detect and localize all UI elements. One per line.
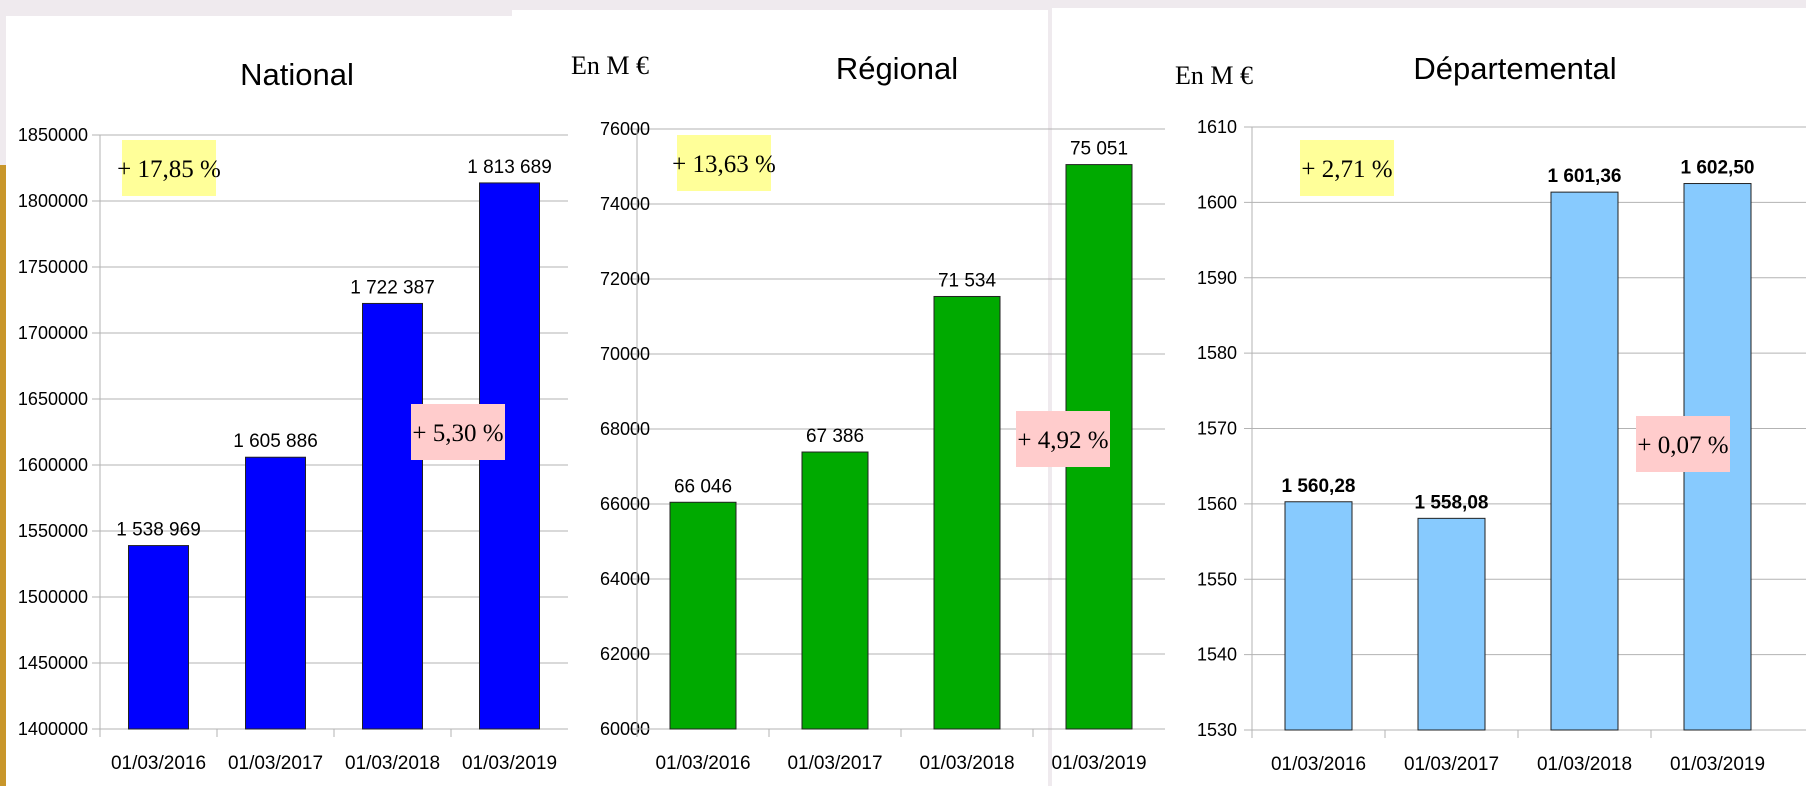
y-tick-label-regional: 64000 [600, 569, 650, 589]
x-tick-label-national: 01/03/2019 [462, 753, 557, 774]
data-label-regional: 67 386 [806, 426, 864, 447]
y-tick-label-national: 1450000 [18, 653, 88, 673]
data-label-departemental: 1 558,08 [1415, 492, 1489, 513]
y-tick-label-departemental: 1570 [1197, 419, 1237, 439]
annotation-text-departemental: + 0,07 % [1637, 432, 1728, 459]
annotation-box-national [411, 404, 505, 460]
x-tick-label-departemental: 01/03/2016 [1271, 754, 1366, 775]
data-label-regional: 66 046 [674, 476, 732, 497]
bar-departemental [1284, 501, 1353, 731]
y-tick-label-regional: 62000 [600, 644, 650, 664]
annotation-box-regional [1016, 411, 1110, 467]
y-tick-label-departemental: 1600 [1197, 192, 1237, 212]
bar-national [362, 302, 423, 730]
annotation-box-national [122, 140, 216, 196]
x-tick-label-national: 01/03/2018 [345, 753, 440, 774]
bar-regional [801, 451, 869, 730]
y-tick-label-national: 1750000 [18, 257, 88, 277]
unit-label-regional: En M € [571, 51, 649, 80]
x-tick-label-regional: 01/03/2016 [655, 753, 750, 774]
y-tick-label-national: 1400000 [18, 719, 88, 739]
y-tick-label-departemental: 1590 [1197, 268, 1237, 288]
bar-regional [933, 295, 1001, 730]
y-tick-label-national: 1850000 [18, 125, 88, 145]
x-tick-label-departemental: 01/03/2019 [1670, 754, 1765, 775]
data-label-departemental: 1 560,28 [1282, 476, 1356, 497]
y-tick-label-national: 1800000 [18, 191, 88, 211]
annotation-text-national: + 17,85 % [117, 156, 221, 183]
y-tick-label-national: 1650000 [18, 389, 88, 409]
y-tick-label-departemental: 1540 [1197, 645, 1237, 665]
x-tick-label-departemental: 01/03/2018 [1537, 754, 1632, 775]
annotation-text-national: + 5,30 % [412, 420, 503, 447]
data-label-departemental: 1 601,36 [1548, 166, 1622, 187]
annotation-box-departemental [1300, 140, 1394, 196]
data-label-regional: 75 051 [1070, 139, 1128, 160]
x-tick-label-regional: 01/03/2018 [919, 753, 1014, 774]
data-label-regional: 71 534 [938, 270, 997, 291]
bar-departemental [1417, 517, 1486, 731]
y-tick-label-departemental: 1560 [1197, 494, 1237, 514]
y-tick-label-regional: 70000 [600, 344, 650, 364]
bar-regional [669, 501, 737, 730]
y-tick-label-regional: 76000 [600, 119, 650, 139]
x-tick-label-regional: 01/03/2017 [787, 753, 882, 774]
y-tick-label-regional: 68000 [600, 419, 650, 439]
annotation-text-departemental: + 2,71 % [1301, 156, 1392, 183]
data-label-national: 1 538 969 [116, 520, 201, 541]
y-tick-label-national: 1700000 [18, 323, 88, 343]
y-tick-label-departemental: 1580 [1197, 343, 1237, 363]
data-label-national: 1 813 689 [467, 157, 552, 178]
x-tick-label-departemental: 01/03/2017 [1404, 754, 1499, 775]
bar-departemental [1550, 191, 1619, 731]
data-label-national: 1 605 886 [233, 431, 318, 452]
data-label-national: 1 722 387 [350, 277, 435, 298]
unit-label-departemental: En M € [1175, 61, 1253, 90]
y-tick-label-departemental: 1610 [1197, 117, 1237, 137]
annotation-text-regional: + 4,92 % [1017, 427, 1108, 454]
y-tick-label-national: 1600000 [18, 455, 88, 475]
chart-title-regional: Régional [836, 51, 958, 86]
x-tick-label-national: 01/03/2017 [228, 753, 323, 774]
bar-national [128, 545, 189, 730]
decorative-side-bar [0, 165, 6, 786]
y-tick-label-regional: 66000 [600, 494, 650, 514]
y-tick-label-departemental: 1530 [1197, 720, 1237, 740]
data-label-departemental: 1 602,50 [1681, 158, 1755, 179]
y-tick-label-regional: 74000 [600, 194, 650, 214]
bar-national [245, 456, 306, 730]
chart-title-national: National [240, 57, 354, 92]
annotation-box-regional [677, 135, 771, 191]
y-tick-label-regional: 72000 [600, 269, 650, 289]
chart-title-departemental: Départemental [1413, 51, 1616, 86]
x-tick-label-regional: 01/03/2019 [1051, 753, 1146, 774]
y-tick-label-departemental: 1550 [1197, 569, 1237, 589]
y-tick-label-national: 1550000 [18, 521, 88, 541]
x-tick-label-national: 01/03/2016 [111, 753, 206, 774]
annotation-text-regional: + 13,63 % [672, 151, 776, 178]
annotation-box-departemental [1636, 416, 1730, 472]
y-tick-label-national: 1500000 [18, 587, 88, 607]
